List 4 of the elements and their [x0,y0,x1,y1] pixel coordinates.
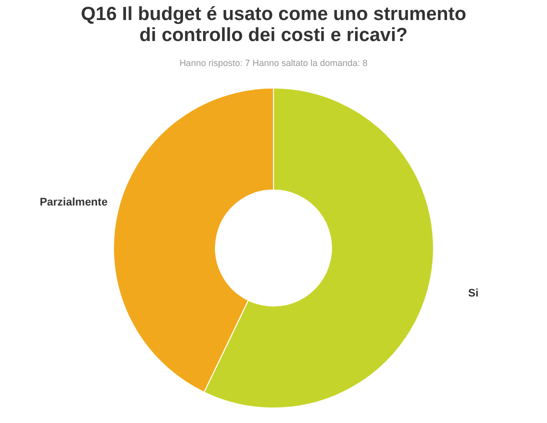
slice-label: Parzialmente [40,196,108,208]
chart-subtitle: Hanno risposto: 7 Hanno saltato la domanda: 8 [179,58,368,68]
chart-title: Q16 Il budget é usato come uno strumento di controllo dei costi e ricavi? [80,4,466,46]
slice-label: Si [468,288,479,300]
